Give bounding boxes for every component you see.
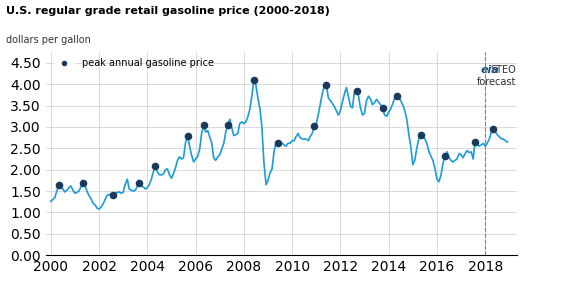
Point <box>378 106 387 110</box>
Point <box>223 123 232 127</box>
Point <box>249 78 258 82</box>
Point <box>183 133 192 138</box>
Text: eia: eia <box>480 65 499 75</box>
Legend: peak annual gasoline price: peak annual gasoline price <box>51 54 218 72</box>
Point <box>135 181 144 186</box>
Point <box>199 123 208 128</box>
Point <box>310 124 319 128</box>
Point <box>150 164 160 168</box>
Point <box>54 182 63 187</box>
Point <box>274 141 283 146</box>
Point <box>322 83 331 87</box>
Text: STEO
forecast: STEO forecast <box>477 65 517 87</box>
Point <box>108 192 118 197</box>
Text: U.S. regular grade retail gasoline price (2000-2018): U.S. regular grade retail gasoline price… <box>6 6 329 16</box>
Point <box>471 139 480 144</box>
Text: dollars per gallon: dollars per gallon <box>6 35 91 45</box>
Point <box>488 127 498 131</box>
Point <box>392 94 401 99</box>
Point <box>440 154 449 158</box>
Point <box>416 132 425 137</box>
Point <box>78 181 87 186</box>
Point <box>352 88 361 93</box>
